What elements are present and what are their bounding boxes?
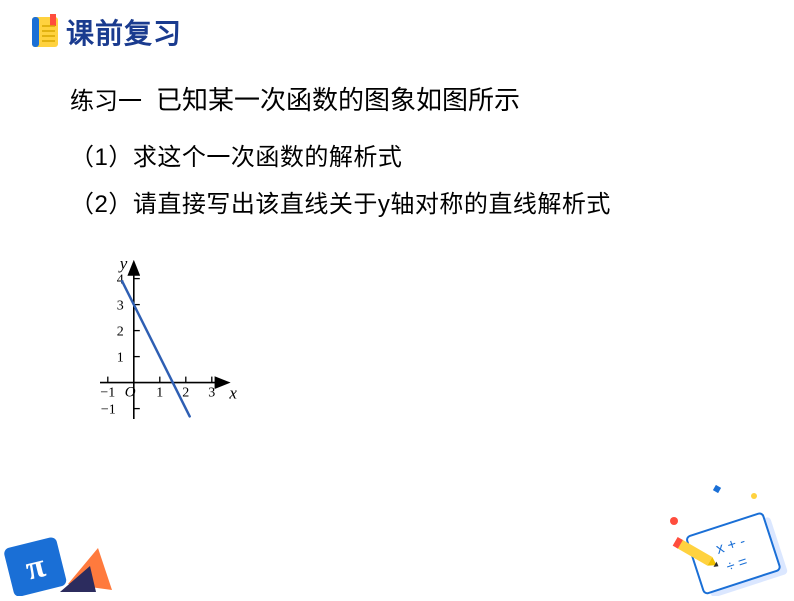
decoration-bottom-right: x + - ÷ = bbox=[644, 466, 794, 596]
svg-text:y: y bbox=[118, 254, 128, 273]
question-2: （2）请直接写出该直线关于y轴对称的直线解析式 bbox=[70, 184, 794, 219]
exercise-prompt: 已知某一次函数的图象如图所示 bbox=[156, 80, 520, 117]
line-chart: −1 1 2 3 −1 1 2 3 4 Ox y bbox=[52, 245, 794, 436]
svg-text:3: 3 bbox=[117, 299, 124, 314]
section-title: 课前复习 bbox=[66, 12, 182, 52]
exercise-label: 练习一 bbox=[70, 81, 142, 116]
question-1: （1）求这个一次函数的解析式 bbox=[70, 137, 794, 172]
svg-text:2: 2 bbox=[182, 386, 189, 401]
svg-text:O: O bbox=[125, 385, 136, 401]
svg-text:1: 1 bbox=[156, 386, 163, 401]
content: 练习一 已知某一次函数的图象如图所示 （1）求这个一次函数的解析式 （2）请直接… bbox=[0, 52, 794, 436]
decoration-bottom-left: π bbox=[0, 496, 120, 596]
svg-text:−1: −1 bbox=[101, 403, 116, 418]
svg-text:2: 2 bbox=[117, 325, 124, 340]
svg-text:x: x bbox=[228, 384, 237, 403]
book-icon bbox=[30, 14, 62, 50]
svg-text:1: 1 bbox=[117, 351, 124, 366]
svg-text:3: 3 bbox=[208, 386, 215, 401]
svg-text:−1: −1 bbox=[100, 386, 115, 401]
svg-text:4: 4 bbox=[117, 273, 124, 288]
